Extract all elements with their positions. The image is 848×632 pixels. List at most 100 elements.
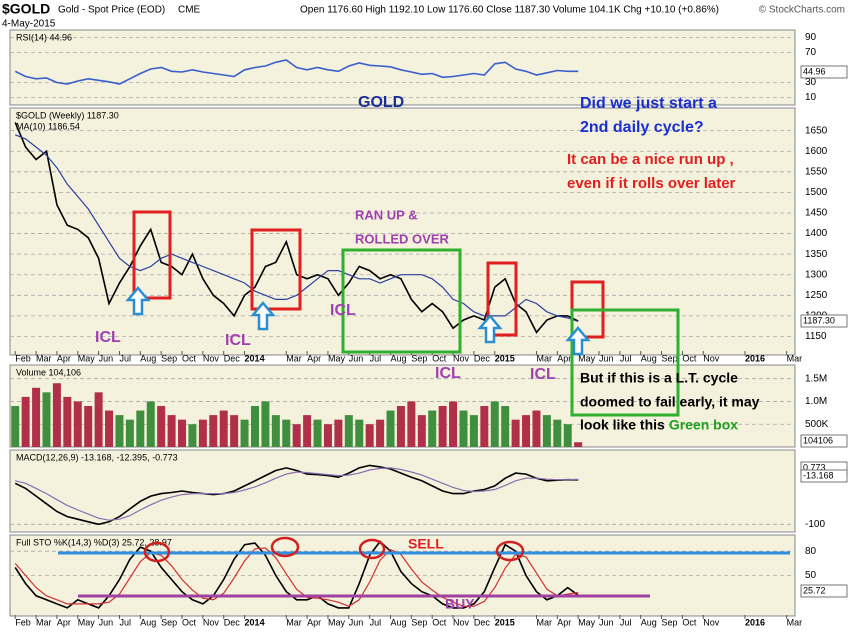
x-tick-label: Mar xyxy=(536,617,552,627)
x-tick-label: Aug xyxy=(641,353,657,363)
volume-bar xyxy=(469,415,478,447)
volume-bar xyxy=(303,415,312,447)
panel-label: RSI(14) 44.96 xyxy=(16,32,72,42)
volume-bar xyxy=(198,419,207,447)
x-tick-label: Nov xyxy=(203,617,220,627)
x-tick-label: Oct xyxy=(432,353,447,363)
x-tick-label: Jul xyxy=(620,617,632,627)
annotation: look like this xyxy=(580,417,665,433)
y-tick-label: 1250 xyxy=(805,290,828,301)
x-tick-label: Sep xyxy=(411,353,427,363)
volume-bar xyxy=(240,419,249,447)
volume-bar xyxy=(376,419,385,447)
x-tick-label: 2015 xyxy=(495,353,515,363)
volume-bar xyxy=(532,410,541,447)
volume-bar xyxy=(355,419,364,447)
series-line xyxy=(14,464,579,526)
annotation: ICL xyxy=(435,365,461,382)
x-tick-label: Apr xyxy=(557,353,571,363)
panel-background xyxy=(9,449,796,533)
y-tick-label: 70 xyxy=(805,47,817,58)
volume-bar xyxy=(459,410,468,447)
x-tick-label: Nov xyxy=(203,353,220,363)
x-tick-label: Feb xyxy=(15,617,31,627)
x-tick-label: Jul xyxy=(370,353,382,363)
y-tick-label: -100 xyxy=(805,519,825,530)
volume-bar xyxy=(313,419,322,447)
x-tick-label: May xyxy=(578,353,596,363)
exchange: CME xyxy=(178,5,201,16)
value-box xyxy=(800,434,848,448)
panel-label: Volume 104,106 xyxy=(16,367,81,377)
red-box xyxy=(132,210,172,300)
y-tick-label: 1.0M xyxy=(805,396,827,407)
credit: © StockCharts.com xyxy=(759,5,845,16)
x-tick-label: 2016 xyxy=(745,353,765,363)
volume-bar xyxy=(334,419,343,447)
volume-bar xyxy=(188,424,197,447)
x-tick-label: May xyxy=(578,617,596,627)
volume-bar xyxy=(63,396,72,447)
x-tick-label: Apr xyxy=(557,617,571,627)
x-tick-label: Apr xyxy=(307,617,321,627)
circle xyxy=(358,538,386,560)
x-tick-label: 2014 xyxy=(245,353,265,363)
x-tick-label: Jul xyxy=(119,353,131,363)
annotation: doomed to fail early, it may xyxy=(580,394,760,410)
circle xyxy=(143,541,171,563)
volume-bar xyxy=(209,415,218,447)
x-tick-label: Jun xyxy=(99,353,114,363)
series-line xyxy=(15,467,579,521)
x-tick-label: Oct xyxy=(432,617,447,627)
x-tick-label: Sep xyxy=(161,617,177,627)
x-tick-label: Dec xyxy=(224,353,241,363)
volume-bar xyxy=(490,401,499,447)
volume-bar xyxy=(261,401,270,447)
volume-bar xyxy=(94,392,103,447)
series-line xyxy=(14,134,579,322)
x-tick-label: Aug xyxy=(140,353,156,363)
quote: Open 1176.60 High 1192.10 Low 1176.60 Cl… xyxy=(300,5,719,16)
annotation: Did we just start a xyxy=(580,95,717,112)
volume-bar xyxy=(136,410,145,447)
value-box-label: 104106 xyxy=(803,435,833,445)
volume-bar xyxy=(146,401,155,447)
volume-bar xyxy=(250,406,259,447)
y-tick-label: 1400 xyxy=(805,228,828,239)
volume-bar xyxy=(230,415,239,447)
annotation: It can be a nice run up , xyxy=(567,151,734,168)
volume-bar xyxy=(553,419,562,447)
volume-bar xyxy=(11,406,20,447)
panel-label: Full STO %K(14,3) %D(3) 25.72, 28.97 xyxy=(16,537,172,547)
volume-bar xyxy=(522,415,531,447)
x-tick-label: Oct xyxy=(182,353,197,363)
panel-background xyxy=(9,29,796,106)
volume-bar xyxy=(282,419,291,447)
x-tick-label: Jul xyxy=(119,617,131,627)
value-box-label: 0.773 xyxy=(803,462,826,472)
x-tick-label: Dec xyxy=(474,617,491,627)
volume-bar xyxy=(323,424,332,447)
annotation: ICL xyxy=(330,302,356,319)
annotation: 2nd daily cycle? xyxy=(580,119,704,136)
y-tick-label: 1450 xyxy=(805,208,828,219)
x-tick-label: Sep xyxy=(411,617,427,627)
x-tick-label: Nov xyxy=(703,617,720,627)
series-line xyxy=(14,122,579,334)
x-tick-label: Nov xyxy=(453,617,470,627)
x-tick-label: Mar xyxy=(36,617,52,627)
y-tick-label: 1500 xyxy=(805,187,828,198)
x-tick-label: Jun xyxy=(349,617,364,627)
red-box xyxy=(486,261,518,337)
red-box xyxy=(250,228,302,311)
x-tick-label: Jun xyxy=(349,353,364,363)
x-tick-label: May xyxy=(328,353,346,363)
volume-bar xyxy=(386,410,395,447)
annotation: GOLD xyxy=(358,94,404,111)
volume-bar xyxy=(563,424,572,447)
panel-label: $GOLD (Weekly) 1187.30 xyxy=(16,110,119,120)
x-tick-label: Apr xyxy=(57,617,71,627)
x-tick-label: Jun xyxy=(599,353,614,363)
volume-bar xyxy=(542,415,551,447)
volume-bar xyxy=(428,410,437,447)
